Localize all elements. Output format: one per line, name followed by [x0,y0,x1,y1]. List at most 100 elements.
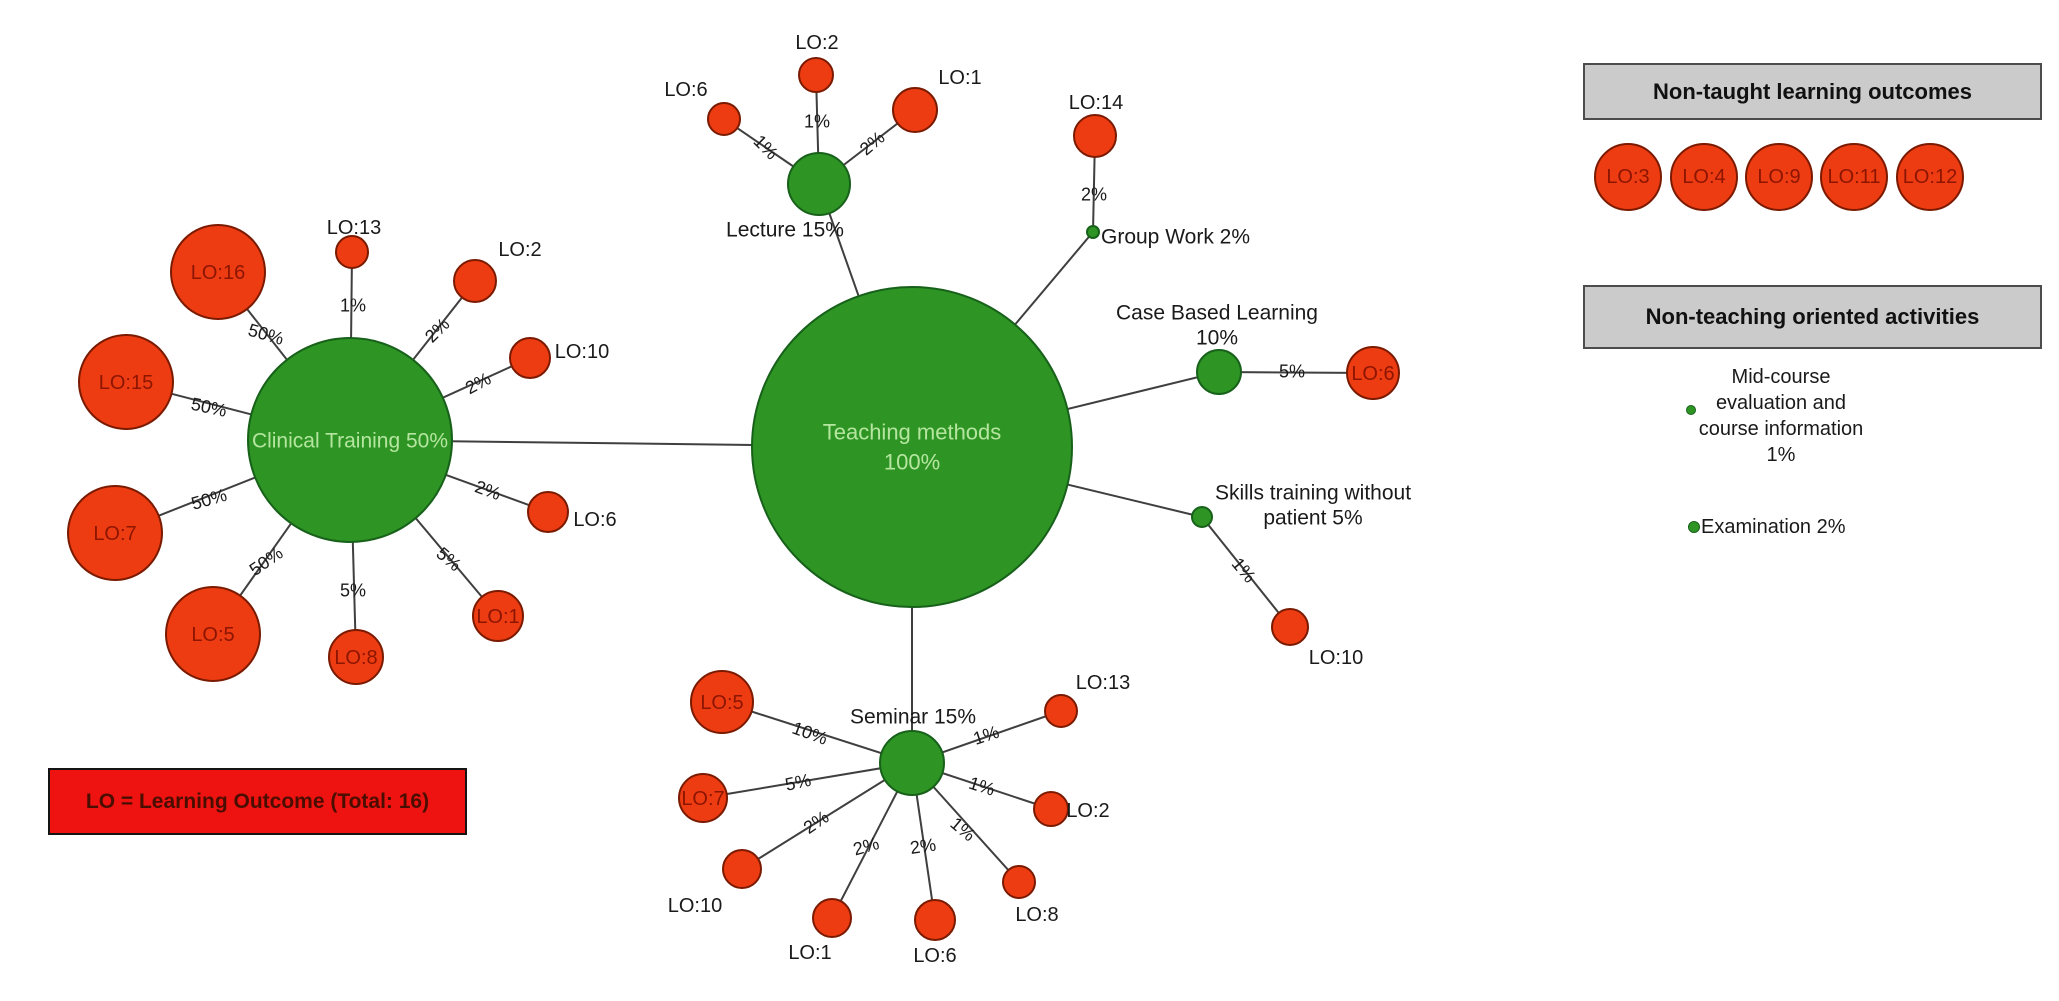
edge-pct-clinical-training-lo8: 5% [340,580,366,600]
edge-seminar-to-lo5 [721,701,913,764]
edge-seminar-to-lo7 [702,762,913,799]
lo-node-clinical-training-lo13 [335,235,369,269]
mid-course-dot [1686,405,1696,415]
method-label-skills-training-without-patient: Skills training without [1215,481,1411,504]
non-taught-lo-label: LO:11 [1827,165,1881,188]
non-taught-outcomes-title: Non-taught learning outcomes [1653,78,1972,104]
lo-node-seminar-lo1 [812,898,852,938]
method-node-skills-training-without-patient [1191,506,1213,528]
lo-label-lo6: LO:6 [913,945,956,967]
edge-pct-seminar-lo1: 2% [851,833,882,859]
lo-label-lo13: LO:13 [1076,672,1130,694]
method-label-skills-training-without-patient: patient 5% [1263,506,1362,529]
lo-label-lo2: LO:2 [795,32,838,54]
non-taught-lo-circle: LO:4 [1670,143,1738,211]
edge-pct-case-based-learning-lo6: 5% [1279,361,1305,381]
edge-pct-seminar-lo10: 2% [800,807,833,838]
non-taught-lo-label: LO:3 [1606,165,1650,188]
method-node-case-based-learning [1196,349,1242,395]
lo-node-seminar-lo2 [1033,791,1069,827]
lo-node-seminar-lo7 [678,773,728,823]
lo-node-seminar-lo5 [690,670,754,734]
lo-label-lo6: LO:6 [573,509,616,531]
lo-node-skills-training-without-patient-lo10 [1271,608,1309,646]
lo-node-seminar-lo13 [1044,694,1078,728]
method-label-seminar: Seminar 15% [850,705,976,728]
lo-label-lo16: LO:16 [191,262,245,284]
lo-label-lo13: LO:13 [327,217,381,239]
lo-label-lo2: LO:2 [498,239,541,261]
non-taught-lo-label: LO:12 [1902,165,1958,188]
method-label-case-based-learning: 10% [1196,326,1238,349]
lo-label-lo10: LO:10 [668,895,722,917]
lo-node-seminar-lo6 [914,899,956,941]
lo-label-lo5: LO:5 [700,692,743,714]
edge-skills-training-without-patient-to-lo10 [1201,516,1291,628]
lo-label-lo5: LO:5 [191,624,234,646]
lo-label-lo14: LO:14 [1069,92,1123,114]
edge-pct-clinical-training-lo15: 50% [189,394,228,421]
edge-pct-clinical-training-lo16: 50% [246,320,286,349]
edge-pct-clinical-training-lo5: 50% [246,543,287,580]
root-label-line: 100% [884,450,940,475]
lo-label-lo15: LO:15 [99,372,153,394]
mid-course-activity: Mid-course evaluation and course informa… [1650,364,1912,468]
non-taught-lo-label: LO:4 [1682,165,1726,188]
lo-label-lo1: LO:1 [476,606,519,628]
edge-pct-clinical-training-lo2: 2% [421,314,454,347]
edge-pct-lecture-lo6: 1% [750,131,783,164]
examination-activity: Examination 2% [1701,514,1846,540]
examination-dot [1688,521,1700,533]
edge-pct-seminar-lo5: 10% [790,718,831,749]
non-taught-lo-label: LO:9 [1757,165,1801,188]
lo-node-clinical-training-lo2 [453,259,497,303]
lo-node-seminar-lo8 [1002,865,1036,899]
lo-node-clinical-training-lo15 [78,334,174,430]
edge-pct-clinical-training-lo10: 2% [462,368,494,398]
edge-pct-clinical-training-lo6: 2% [472,476,503,504]
edge-pct-seminar-lo2: 1% [966,773,997,800]
lo-label-lo10: LO:10 [555,341,609,363]
method-node-seminar [879,730,945,796]
edge-pct-clinical-training-lo7: 50% [189,485,229,514]
method-node-clinical-training [247,337,453,543]
lo-node-lecture-lo2 [798,57,834,93]
method-label-group-work: Group Work 2% [1101,225,1250,248]
root-label-line: Teaching methods [823,420,1002,445]
non-taught-lo-circle: LO:9 [1745,143,1813,211]
non-teaching-activities-header: Non-teaching oriented activities [1583,285,2042,349]
edge-pct-clinical-training-lo13: 1% [340,295,366,315]
non-taught-lo-circle: LO:12 [1896,143,1964,211]
edge-pct-lecture-lo2: 1% [804,111,830,131]
lo-legend-box: LO = Learning Outcome (Total: 16) [48,768,467,835]
lo-label-lo7: LO:7 [681,788,724,810]
method-node-lecture [787,152,851,216]
lo-label-lo6: LO:6 [664,79,707,101]
method-label-lecture: Lecture 15% [726,218,844,241]
activity-line: evaluation and [1715,392,1847,414]
lo-label-lo10: LO:10 [1309,647,1363,669]
lo-label-lo1: LO:1 [788,942,831,964]
lo-node-clinical-training-lo8 [328,629,384,685]
lo-label-lo8: LO:8 [334,647,377,669]
method-node-teaching-methods [751,286,1073,608]
lo-node-group-work-lo14 [1073,114,1117,158]
lo-node-clinical-training-lo6 [527,491,569,533]
non-taught-lo-circle: LO:3 [1594,143,1662,211]
lo-label-lo7: LO:7 [93,523,136,545]
lo-label-lo1: LO:1 [938,67,981,89]
lo-node-case-based-learning-lo6 [1346,346,1400,400]
activity-line: course information [1698,418,1864,440]
edge-pct-group-work-lo14: 2% [1081,184,1107,204]
lo-label-lo8: LO:8 [1015,904,1058,926]
activity-line: Mid-course [1731,366,1831,388]
non-teaching-activities-title: Non-teaching oriented activities [1645,304,1980,329]
lo-label-lo2: LO:2 [1066,800,1109,822]
edge-pct-seminar-lo6: 2% [909,835,938,858]
method-label-clinical-training: Clinical Training 50% [252,429,448,452]
lo-node-lecture-lo6 [707,102,741,136]
lo-node-clinical-training-lo10 [509,337,551,379]
method-node-group-work [1086,225,1100,239]
activity-line: Examination 2% [1701,516,1846,538]
